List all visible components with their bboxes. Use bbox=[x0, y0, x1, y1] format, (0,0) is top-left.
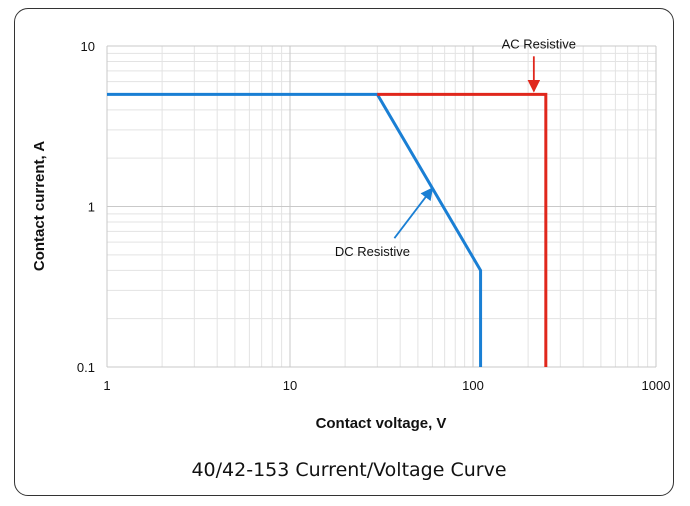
x-tick-label: 1 bbox=[103, 378, 110, 393]
x-axis-label: Contact voltage, V bbox=[316, 415, 447, 432]
chart-frame bbox=[14, 8, 674, 496]
tick-labels: 1 10 100 1000 0.1 1 10 bbox=[77, 39, 671, 393]
annotation-label: AC Resistive bbox=[502, 36, 576, 51]
major-grid bbox=[106, 45, 657, 368]
chart-caption: 40/42-153 Current/Voltage Curve bbox=[191, 459, 506, 481]
annotation-arrow bbox=[393, 187, 434, 239]
series-layer bbox=[107, 92, 548, 367]
series-line-ac-resistive bbox=[377, 92, 548, 367]
x-tick-label: 100 bbox=[462, 378, 484, 393]
y-tick-label: 1 bbox=[88, 200, 95, 215]
annotation-layer: AC Resistive DC Resistive bbox=[335, 36, 576, 259]
x-tick-label: 10 bbox=[283, 378, 297, 393]
y-axis-label: Contact current, A bbox=[31, 141, 48, 271]
annotation-label: DC Resistive bbox=[335, 244, 410, 259]
y-tick-label: 0.1 bbox=[77, 360, 95, 375]
y-tick-label: 10 bbox=[81, 39, 95, 54]
series-line-dc-resistive bbox=[107, 92, 483, 367]
x-tick-label: 1000 bbox=[642, 378, 671, 393]
